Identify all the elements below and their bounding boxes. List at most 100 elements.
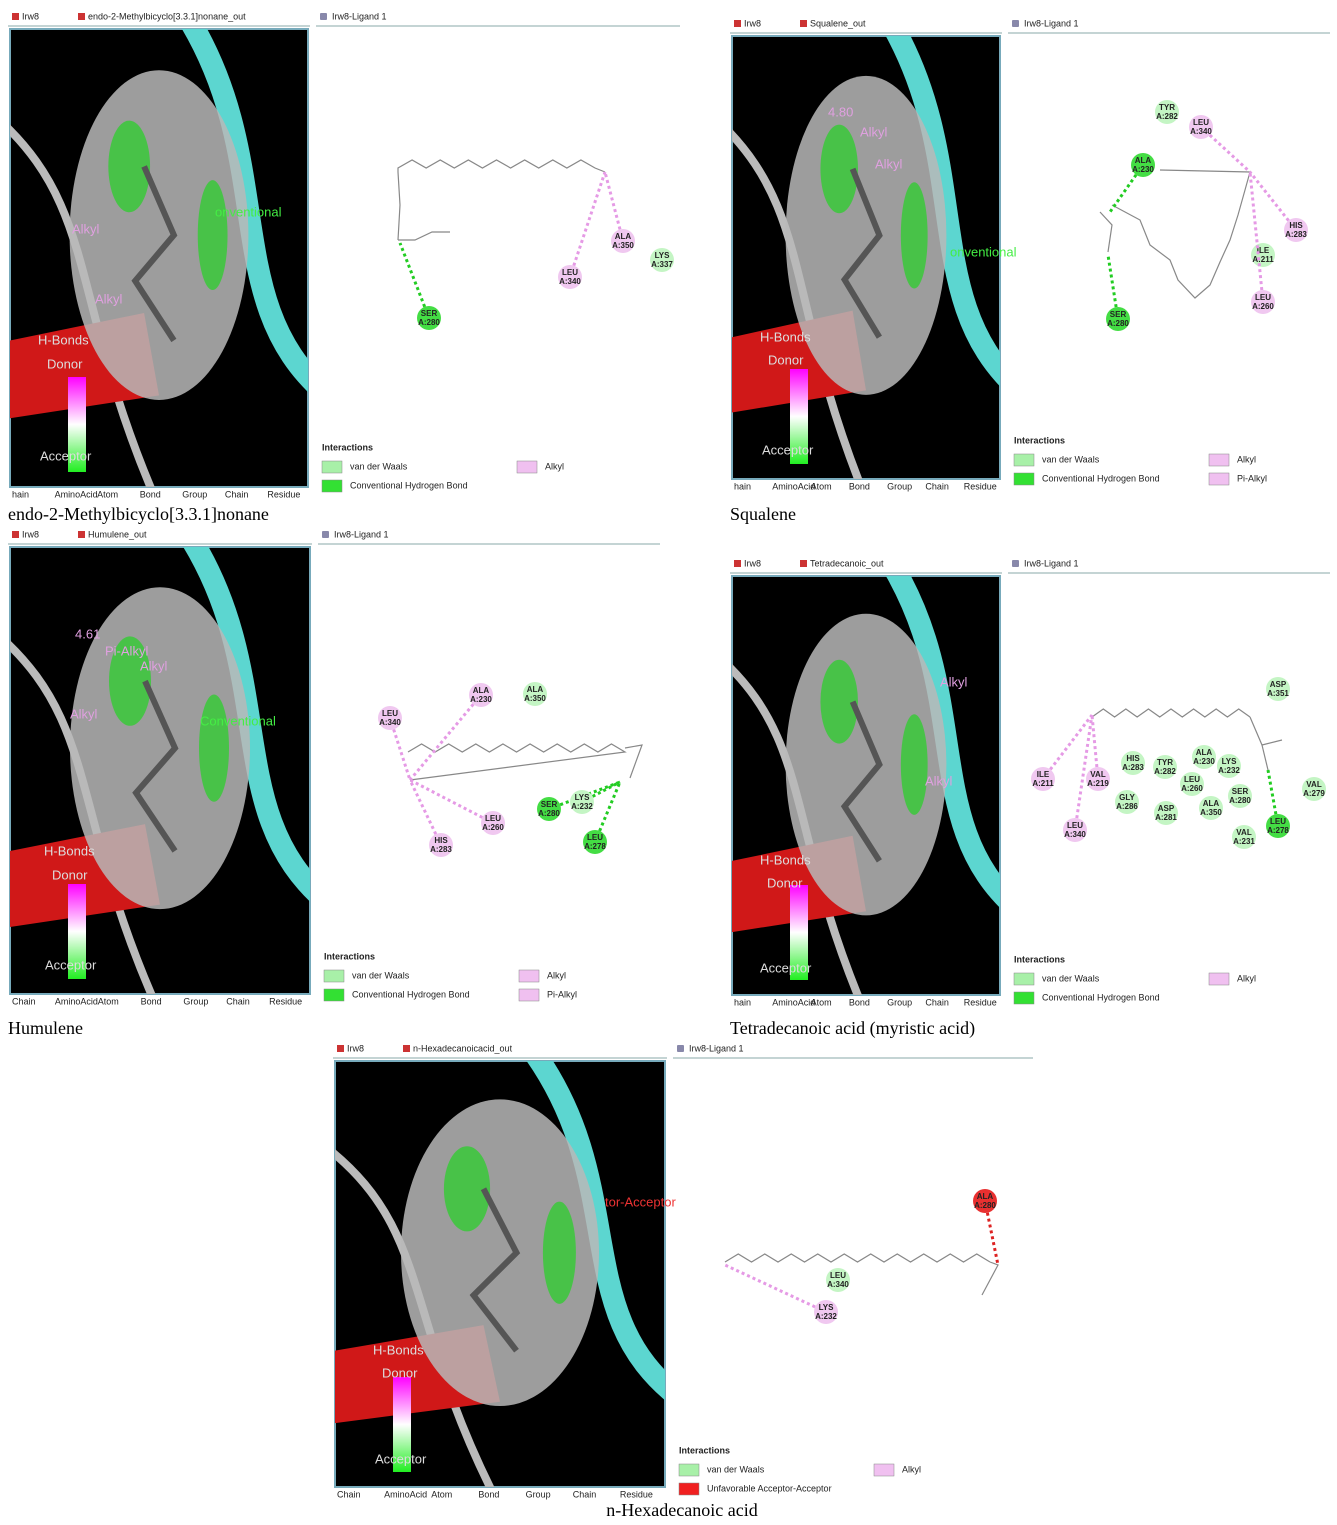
bottom-tab[interactable]: Residue xyxy=(269,996,302,1006)
bottom-tab[interactable]: hain xyxy=(734,997,751,1007)
view-label: Acceptor xyxy=(375,1451,427,1466)
surface-patch xyxy=(444,1146,490,1231)
bottom-tab[interactable]: Chain xyxy=(573,1489,597,1499)
view-label: Acceptor xyxy=(762,442,814,457)
legend-label: Unfavorable Acceptor-Acceptor xyxy=(707,1483,832,1493)
ligand-bond xyxy=(1262,745,1268,770)
tab[interactable]: Irw8-Ligand 1 xyxy=(334,529,389,539)
surface-patch xyxy=(198,180,228,290)
interaction xyxy=(570,172,605,277)
tab[interactable]: Squalene_out xyxy=(810,18,866,28)
tab-icon xyxy=(12,531,19,538)
residue-id: A:211 xyxy=(1032,779,1054,788)
bottom-tab[interactable]: Atom xyxy=(98,996,119,1006)
view-label: Donor xyxy=(767,875,803,890)
tab-icon xyxy=(78,531,85,538)
view-label: H-Bonds xyxy=(760,329,811,344)
residue-name: VAL xyxy=(1306,780,1322,789)
view-label: Alkyl xyxy=(140,658,168,673)
residue-id: A:286 xyxy=(1116,802,1138,811)
tab[interactable]: Irw8-Ligand 1 xyxy=(332,11,387,21)
tab[interactable]: n-Hexadecanoicacid_out xyxy=(413,1043,513,1053)
tab[interactable]: Irw8 xyxy=(22,529,39,539)
legend-swatch xyxy=(324,970,344,982)
bottom-tab[interactable]: Chain xyxy=(225,489,249,499)
bottom-tab[interactable]: Atom xyxy=(811,481,832,491)
residue-name: LYS xyxy=(819,1303,834,1312)
bottom-tab[interactable]: Chain xyxy=(925,997,949,1007)
bottom-tab[interactable]: Bond xyxy=(478,1489,499,1499)
view-label: Donor xyxy=(768,352,804,367)
bottom-tab[interactable]: Atom xyxy=(97,489,118,499)
tab[interactable]: Irw8 xyxy=(22,11,39,21)
surface-patch xyxy=(901,714,928,815)
residue-id: A:219 xyxy=(1087,779,1109,788)
residue-id: A:260 xyxy=(1181,784,1203,793)
bottom-tab[interactable]: Atom xyxy=(431,1489,452,1499)
view-label: Donor xyxy=(52,867,88,882)
bottom-tab[interactable]: Chain xyxy=(12,996,36,1006)
tab[interactable]: Humulene_out xyxy=(88,529,147,539)
residue-name: SER xyxy=(1110,310,1127,319)
bottom-tab[interactable]: AminoAcid xyxy=(772,481,815,491)
view-label: Alkyl xyxy=(860,124,888,139)
bottom-tab[interactable]: Group xyxy=(526,1489,551,1499)
residue-name: LYS xyxy=(1222,757,1237,766)
bottom-tab[interactable]: Residue xyxy=(964,481,997,491)
bottom-tab[interactable]: Chain xyxy=(337,1489,361,1499)
bottom-tab[interactable]: AminoAcid xyxy=(772,997,815,1007)
legend-swatch xyxy=(322,480,342,492)
legend-title: Interactions xyxy=(1014,954,1065,964)
bottom-tab[interactable]: hain xyxy=(734,481,751,491)
tab[interactable]: Irw8 xyxy=(347,1043,364,1053)
tab[interactable]: Irw8 xyxy=(744,18,761,28)
bottom-tab[interactable]: Atom xyxy=(811,997,832,1007)
legend-title: Interactions xyxy=(679,1445,730,1455)
bottom-tab[interactable]: AminoAcid xyxy=(55,996,98,1006)
tab[interactable]: Irw8-Ligand 1 xyxy=(1024,558,1079,568)
residue-id: A:350 xyxy=(524,694,546,703)
residue-name: ASP xyxy=(1270,680,1287,689)
tab[interactable]: Irw8-Ligand 1 xyxy=(689,1043,744,1053)
legend-label: Pi-Alkyl xyxy=(547,989,577,999)
bottom-tab[interactable]: AminoAcid xyxy=(384,1489,427,1499)
bottom-tab[interactable]: hain xyxy=(12,489,29,499)
bottom-tab[interactable]: Bond xyxy=(141,996,162,1006)
caption: Squalene xyxy=(730,504,796,524)
bottom-tab[interactable]: Bond xyxy=(849,481,870,491)
ligand-bond xyxy=(1100,212,1112,252)
residue-id: A:350 xyxy=(1200,808,1222,817)
view-label: Pi-Alkyl xyxy=(105,643,148,658)
tab[interactable]: endo-2-Methylbicyclo[3.3.1]nonane_out xyxy=(88,11,246,21)
bottom-tab[interactable]: Chain xyxy=(925,481,949,491)
residue-id: A:340 xyxy=(827,1280,849,1289)
residue-id: A:280 xyxy=(1107,319,1129,328)
bottom-tab[interactable]: Group xyxy=(887,481,912,491)
legend-label: Alkyl xyxy=(902,1464,921,1474)
bottom-tab[interactable]: Residue xyxy=(267,489,300,499)
residue-name: ALA xyxy=(1135,156,1152,165)
legend-label: Alkyl xyxy=(1237,973,1256,983)
bottom-tab[interactable]: AminoAcid xyxy=(55,489,98,499)
bottom-tab[interactable]: Bond xyxy=(140,489,161,499)
residue-name: HIS xyxy=(1289,221,1303,230)
view-label: onventional xyxy=(950,244,1017,259)
legend-swatch xyxy=(1014,973,1034,985)
residue-name: LEU xyxy=(1193,118,1209,127)
bottom-tab[interactable]: Residue xyxy=(620,1489,653,1499)
tab[interactable]: Irw8 xyxy=(744,558,761,568)
tab-icon xyxy=(320,13,327,20)
bottom-tab[interactable]: Chain xyxy=(226,996,250,1006)
view-label: onventional xyxy=(215,204,282,219)
tab[interactable]: Tetradecanoic_out xyxy=(810,558,884,568)
bottom-tab[interactable]: Group xyxy=(182,489,207,499)
surface-patch xyxy=(543,1202,576,1304)
residue-name: TYR xyxy=(1157,758,1173,767)
bottom-tab[interactable]: Group xyxy=(183,996,208,1006)
bottom-tab[interactable]: Bond xyxy=(849,997,870,1007)
bottom-tab[interactable]: Residue xyxy=(964,997,997,1007)
view-label: Acceptor xyxy=(45,957,97,972)
tab[interactable]: Irw8-Ligand 1 xyxy=(1024,18,1079,28)
bottom-tab[interactable]: Group xyxy=(887,997,912,1007)
legend-swatch xyxy=(517,461,537,473)
